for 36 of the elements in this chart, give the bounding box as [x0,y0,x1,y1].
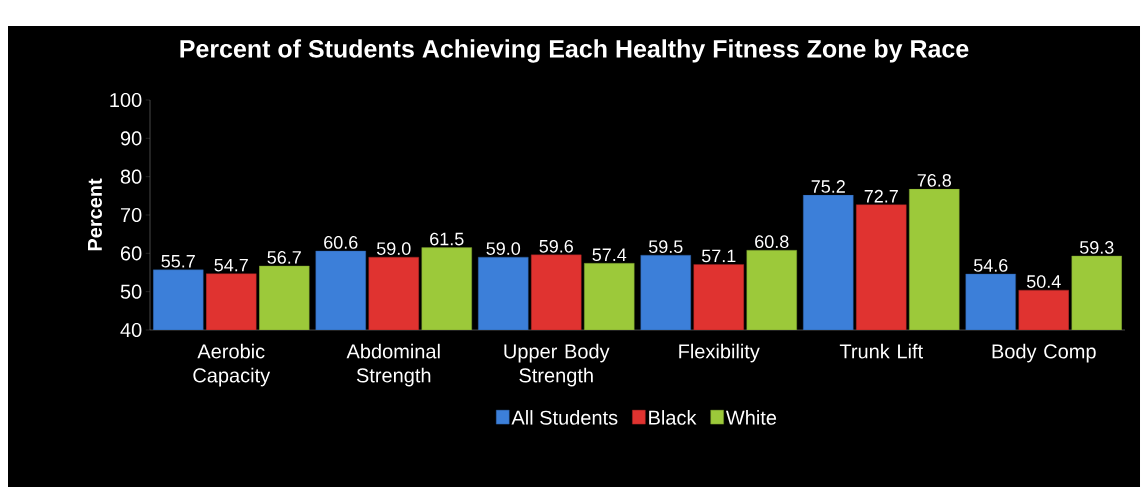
legend-label: White [725,410,777,425]
data-label: 56.7 [267,251,301,264]
y-tick-label: 60 [120,246,142,261]
data-label: 59.5 [648,240,683,254]
data-label: 57.1 [701,249,736,263]
chart-title: Percent of Students Achieving Each Healthy Fitness Zone by Race [180,39,969,63]
y-tick-label: 90 [120,131,142,146]
y-tick-label: 40 [120,322,142,338]
data-label: 59.6 [539,239,573,253]
data-label: 59.0 [486,242,521,255]
data-label: 60.6 [324,236,358,249]
data-label: 54.7 [214,258,248,272]
y-tick-label: 80 [120,169,142,184]
data-label: 50.4 [1026,275,1061,288]
data-label: 75.2 [811,180,845,193]
data-label: 59.0 [376,242,411,255]
data-label: 61.5 [430,232,464,246]
x-tick-label: Trunk Lift [839,343,923,359]
y-tick-label: 70 [120,207,142,223]
x-tick-label: Body Comp [992,343,1096,363]
x-tick-label: Upper Body Strength [504,343,610,387]
y-tick-label: 50 [120,284,142,299]
data-label: 57.4 [592,248,627,262]
data-label: 54.6 [973,259,1008,272]
x-tick-label: Flexibility [679,343,760,363]
data-label: 59.3 [1079,241,1114,254]
data-label: 76.8 [917,173,952,187]
data-label: 60.8 [755,235,789,249]
legend-label: All Students [511,410,618,425]
data-label: 72.7 [864,189,898,203]
x-tick-label: Aerobic Capacity [193,343,271,387]
y-tick-label: 100 [110,92,142,108]
legend-label: Black [649,410,697,425]
data-label: 55.7 [161,255,195,268]
x-tick-label: Abdominal Strength [346,343,440,387]
y-axis-title: Percent [88,178,102,251]
